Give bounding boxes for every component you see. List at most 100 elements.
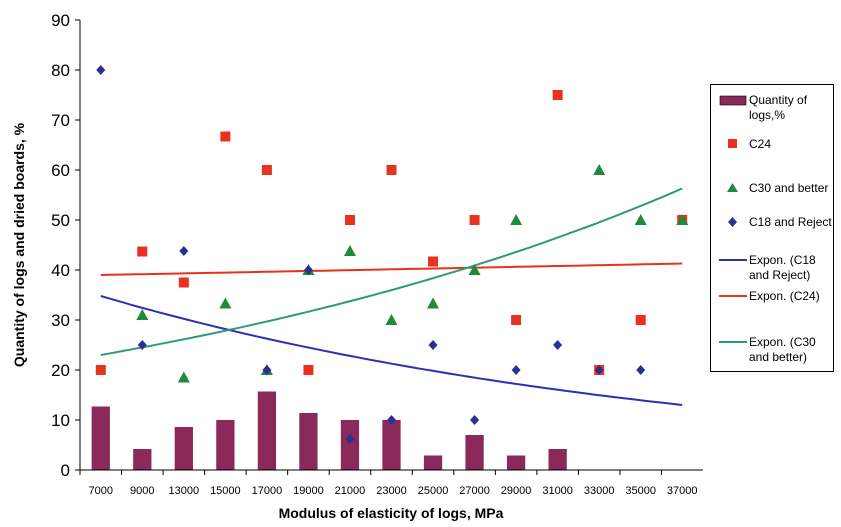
y-tick-label: 20 xyxy=(51,361,70,380)
quantity-bar xyxy=(257,391,277,470)
y-tick-label: 10 xyxy=(51,411,70,430)
trend-line xyxy=(100,295,683,406)
x-axis-ticks: 7000 9000 13000 15000 17000 19000 21000 23000 25… xyxy=(79,470,698,497)
y-tick-label: 80 xyxy=(51,61,70,80)
c24-point xyxy=(261,165,272,175)
quantity-bar xyxy=(465,435,484,470)
c30-point xyxy=(136,309,149,320)
x-tick-label: 37000 xyxy=(667,485,698,497)
c24-point xyxy=(552,90,563,100)
c18-point xyxy=(636,365,646,375)
c30-point xyxy=(468,264,481,275)
c18-point xyxy=(553,340,563,350)
legend-label: Expon. (C30 and better) xyxy=(749,335,816,364)
bar-swatch-icon xyxy=(719,95,747,106)
quantity-bar xyxy=(91,406,110,470)
c24-point xyxy=(303,365,314,375)
x-tick-label: 13000 xyxy=(169,485,200,497)
c24-point xyxy=(95,365,106,375)
c24-point xyxy=(511,315,522,325)
c24-point xyxy=(428,256,439,267)
legend-label: C18 and Reject xyxy=(749,215,832,229)
c30-point xyxy=(634,214,647,225)
y-axis-ticks: 0 10 20 30 40 50 60 70 80 90 xyxy=(51,11,80,480)
c18-point xyxy=(511,365,521,375)
c24-point xyxy=(178,277,189,288)
y-tick-label: 70 xyxy=(51,111,70,130)
x-tick-label: 25000 xyxy=(418,485,449,497)
y-tick-label: 60 xyxy=(51,161,70,180)
trend-line-icon xyxy=(719,259,747,261)
c18-point xyxy=(303,265,313,275)
legend-label: Expon. (C18 and Reject) xyxy=(749,253,816,282)
c18-point xyxy=(387,415,396,425)
square-marker-icon xyxy=(728,139,737,148)
c30-point xyxy=(177,371,190,383)
c30-point xyxy=(219,297,232,309)
x-tick-label: 33000 xyxy=(584,485,615,497)
c30-point xyxy=(343,245,356,256)
x-tick-label: 27000 xyxy=(459,485,490,497)
c30-point xyxy=(385,314,398,325)
c24-point xyxy=(344,215,355,225)
c18-point xyxy=(96,65,106,75)
trend-lines xyxy=(100,187,683,406)
y-tick-label: 90 xyxy=(51,11,70,30)
c24-point xyxy=(469,215,480,225)
c18-point xyxy=(428,340,438,350)
c18-point xyxy=(179,246,189,256)
trend-line xyxy=(100,187,683,356)
quantity-bar xyxy=(548,449,567,470)
quantity-bar xyxy=(423,455,443,470)
y-tick-label: 40 xyxy=(51,261,70,280)
c18-point xyxy=(345,434,355,444)
c30-point xyxy=(593,164,606,175)
trend-line-icon xyxy=(719,295,747,297)
c30-point xyxy=(676,214,689,225)
x-tick-label: 23000 xyxy=(376,485,407,497)
diamond-marker-icon xyxy=(728,217,737,227)
y-tick-label: 30 xyxy=(51,311,70,330)
scatter-points xyxy=(95,65,689,444)
c18-point xyxy=(470,415,480,425)
c24-point xyxy=(386,165,397,175)
x-tick-label: 9000 xyxy=(130,485,154,497)
trend-line-icon xyxy=(719,341,747,343)
y-tick-label: 50 xyxy=(51,211,70,230)
x-tick-label: 7000 xyxy=(89,485,113,497)
x-tick-label: 31000 xyxy=(542,485,573,497)
c24-point xyxy=(137,246,148,257)
bar-series xyxy=(91,391,567,470)
legend-label: C30 and better xyxy=(749,181,829,195)
quantity-bar xyxy=(216,420,235,470)
legend: Quantity of logs,% C24 C30 and better C1… xyxy=(710,84,834,372)
quantity-bar xyxy=(506,455,526,470)
quantity-bar xyxy=(133,449,152,470)
x-tick-label: 35000 xyxy=(625,485,656,497)
x-tick-label: 19000 xyxy=(293,485,324,497)
y-axis-label: Quantity of logs and dried boards, % xyxy=(11,122,27,367)
c18-point xyxy=(137,340,147,350)
x-tick-label: 17000 xyxy=(252,485,283,497)
quantity-bar xyxy=(299,413,318,470)
quantity-bar xyxy=(382,420,401,470)
c18-point xyxy=(594,365,604,375)
x-axis-label: Modulus of elasticity of logs, MPa xyxy=(279,505,504,521)
legend-label: Quantity of logs,% xyxy=(749,93,808,122)
c24-point xyxy=(635,315,646,325)
c30-point xyxy=(427,297,440,309)
c18-point xyxy=(262,365,272,375)
c24-point xyxy=(220,131,231,142)
x-tick-label: 29000 xyxy=(501,485,532,497)
x-tick-label: 15000 xyxy=(210,485,241,497)
legend-label: Expon. (C24) xyxy=(749,289,820,303)
trend-line xyxy=(100,262,683,276)
quantity-bar xyxy=(340,420,360,470)
x-tick-label: 21000 xyxy=(335,485,366,497)
c30-point xyxy=(510,214,523,225)
quantity-bar xyxy=(174,427,193,470)
y-tick-label: 0 xyxy=(61,461,70,480)
triangle-marker-icon xyxy=(727,183,738,192)
legend-label: C24 xyxy=(749,137,772,151)
